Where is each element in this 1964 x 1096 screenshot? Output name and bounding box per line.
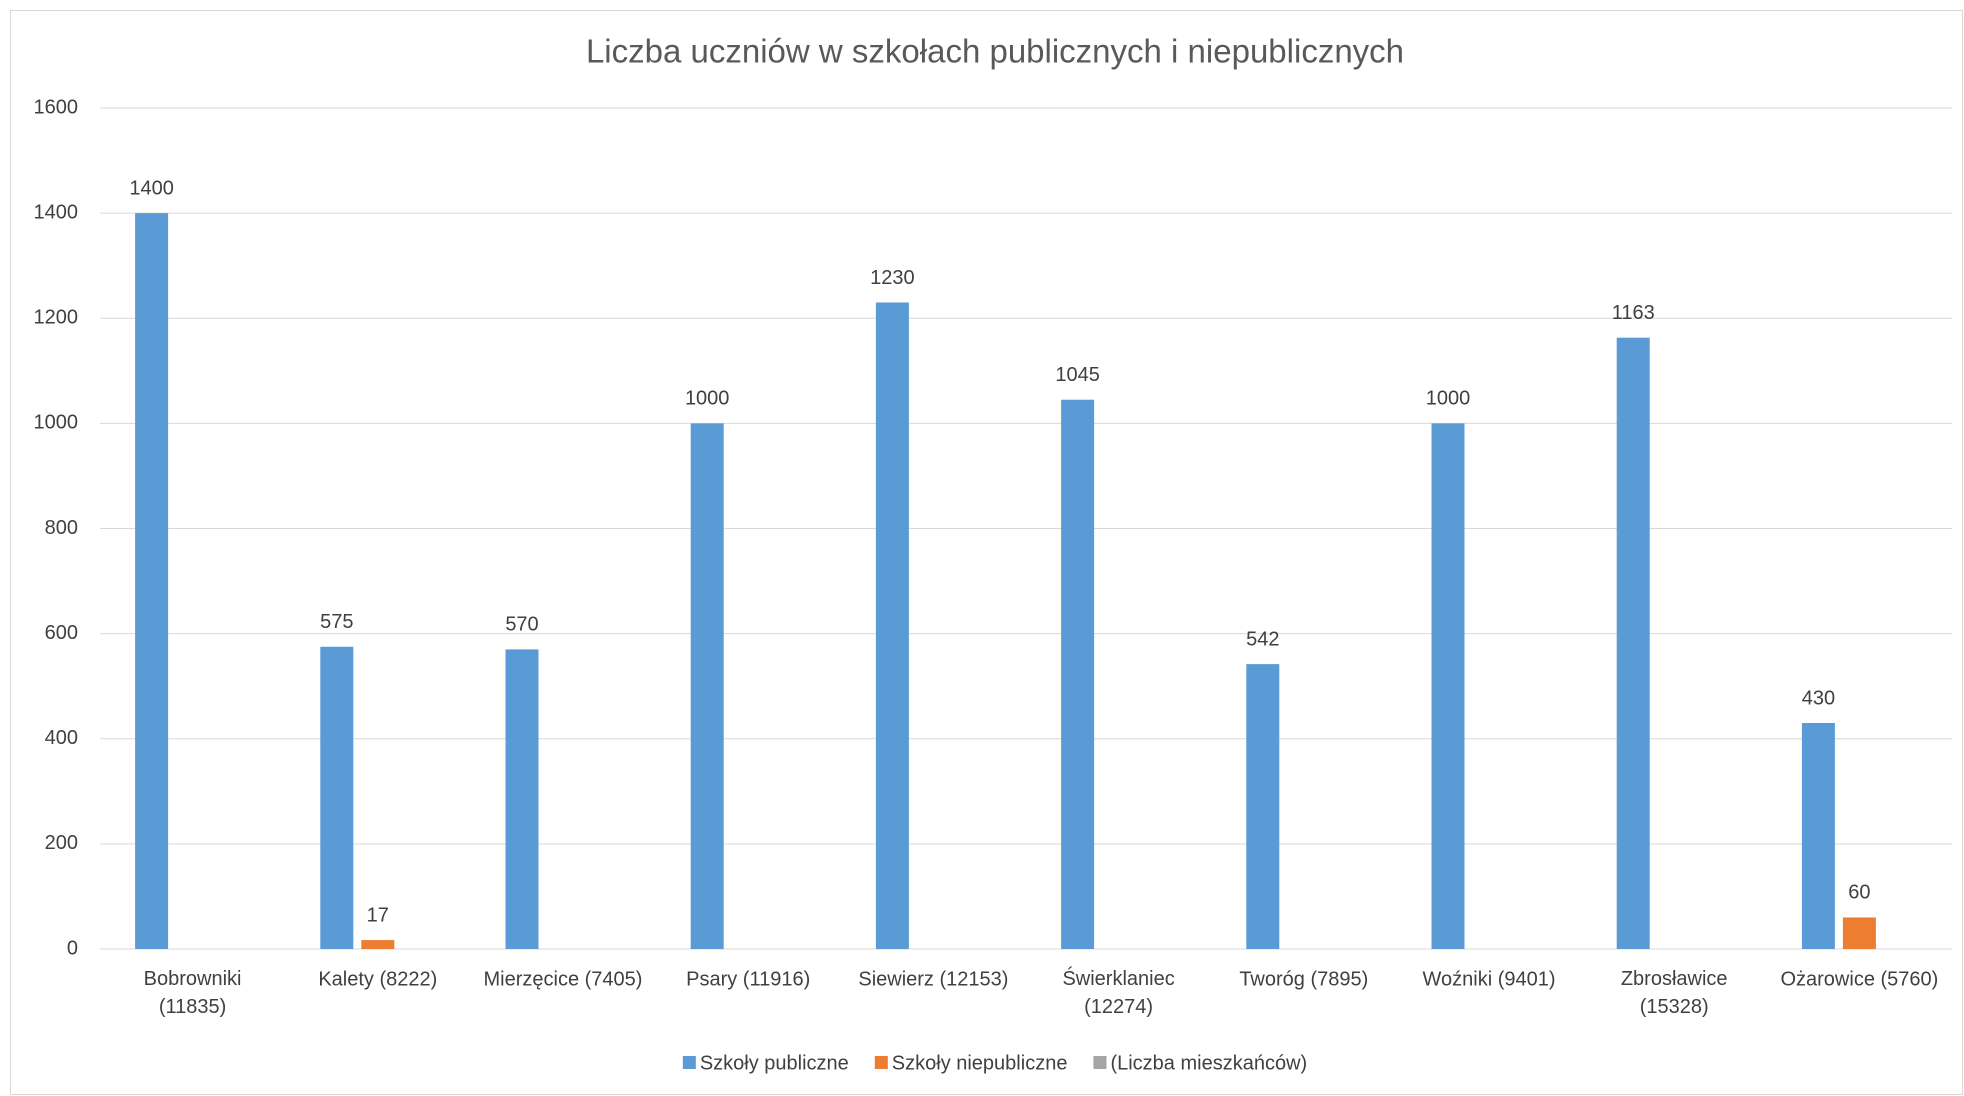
data-label: 1000 (1426, 388, 1471, 410)
bar (1616, 337, 1650, 949)
legend-label: Szkoły publiczne (700, 1052, 849, 1074)
data-label: 1230 (870, 267, 915, 289)
data-label: 1163 (1612, 302, 1655, 324)
x-tick-label: Kalety (8222) (318, 968, 437, 990)
y-tick-label: 1600 (34, 96, 79, 118)
y-tick-label: 1400 (34, 201, 79, 223)
data-label: 60 (1848, 882, 1870, 904)
y-tick-label: 1000 (34, 412, 79, 434)
data-label: 570 (505, 614, 538, 636)
x-tick-label: Zbrosławice (15328) (1621, 968, 1728, 1018)
x-tick-label: Siewierz (12153) (858, 968, 1008, 990)
bar (1246, 664, 1280, 949)
data-label: 575 (320, 611, 353, 633)
x-tick-label: Świerklaniec (12274) (1062, 966, 1174, 1018)
legend-label: (Liczba mieszkańców) (1110, 1052, 1307, 1074)
y-tick-label: 200 (45, 832, 78, 854)
legend-swatch (682, 1056, 696, 1069)
x-tick-label: Woźniki (9401) (1422, 968, 1555, 990)
bar (320, 646, 354, 949)
bar (1842, 917, 1876, 949)
x-tick-label: Psary (11916) (686, 968, 810, 990)
x-tick-label: Ożarowice (5760) (1780, 968, 1938, 990)
x-tick-label: Mierzęcice (7405) (484, 968, 643, 990)
legend-label: Szkoły niepubliczne (892, 1052, 1068, 1074)
data-label: 430 (1802, 687, 1835, 709)
bar (1061, 399, 1095, 949)
bar (690, 423, 724, 949)
legend-swatch (874, 1056, 888, 1069)
bar (875, 302, 909, 949)
bar (135, 213, 169, 949)
chart-title: Liczba uczniów w szkołach publicznych i … (586, 33, 1404, 70)
data-label: 1045 (1055, 364, 1100, 386)
bar (505, 649, 539, 949)
data-label: 542 (1246, 628, 1279, 650)
data-label: 17 (367, 904, 389, 926)
bar (1801, 722, 1835, 949)
chart-border (10, 10, 1963, 1095)
y-tick-label: 400 (45, 727, 78, 749)
y-tick-label: 800 (45, 517, 78, 539)
x-tick-label: Bobrowniki (11835) (144, 968, 242, 1018)
data-label: 1000 (685, 388, 730, 410)
y-tick-label: 600 (45, 622, 78, 644)
y-tick-label: 1200 (34, 307, 79, 329)
y-tick-label: 0 (67, 937, 78, 959)
bar (1431, 423, 1465, 949)
x-tick-label: Tworóg (7895) (1239, 968, 1368, 990)
data-label: 1400 (129, 177, 174, 199)
legend-swatch (1093, 1056, 1107, 1069)
bar (361, 940, 395, 949)
